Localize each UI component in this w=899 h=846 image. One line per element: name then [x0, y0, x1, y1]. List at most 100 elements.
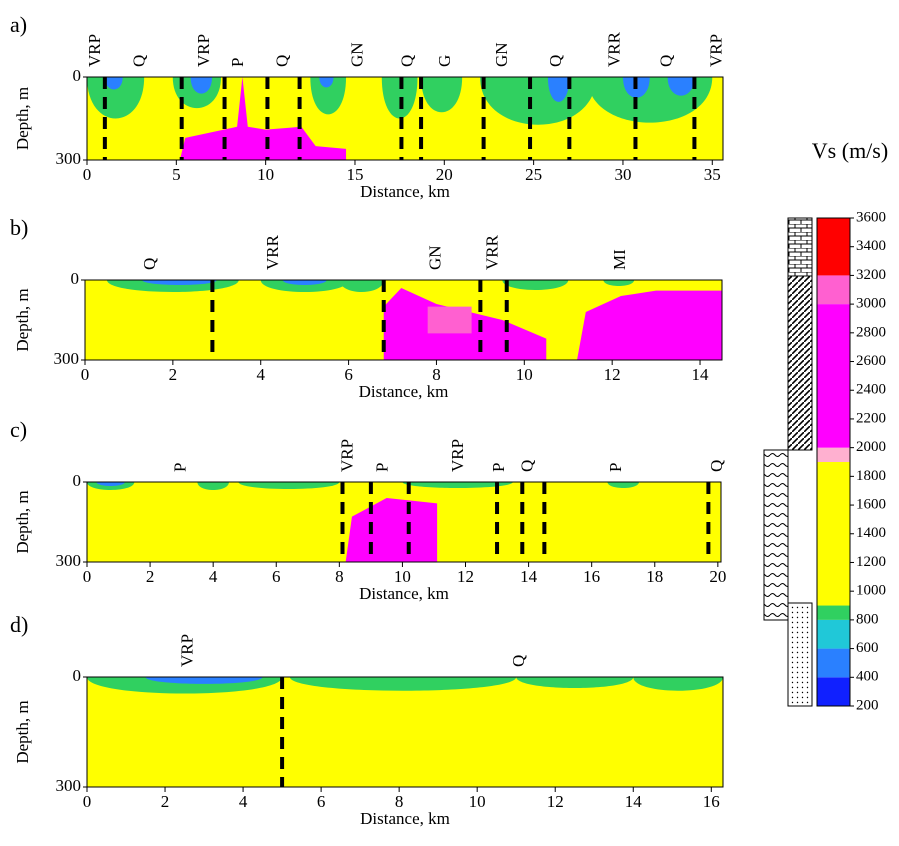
x-tick-label: 20	[709, 567, 726, 586]
colorbar-tick-label: 200	[856, 697, 879, 713]
unit-label: Q	[707, 460, 726, 472]
unit-label: VRP	[707, 34, 726, 67]
low-velocity-pocket	[145, 677, 263, 684]
unit-label: Q	[546, 55, 565, 67]
x-tick-label: 16	[703, 792, 720, 811]
low-velocity-pocket	[310, 77, 347, 115]
colorbar-frame	[816, 217, 851, 707]
colorbar-segment	[817, 447, 850, 462]
colorbar-tick-label: 600	[856, 640, 879, 656]
y-tick-label: 300	[56, 776, 82, 795]
low-velocity-pocket	[87, 77, 145, 119]
colorbar-tick-label: 3200	[856, 267, 886, 283]
plot-frame	[86, 481, 722, 563]
unit-label: P	[606, 463, 625, 472]
y-tick-label: 0	[73, 66, 82, 85]
unit-label: P	[489, 463, 508, 472]
x-tick-label: 2	[169, 365, 178, 384]
colorbar-title: Vs (m/s)	[812, 138, 888, 163]
colorbar-tick-label: 2000	[856, 439, 886, 455]
unit-label: GN	[425, 245, 444, 270]
low-velocity-pocket	[190, 77, 213, 94]
low-velocity-pocket	[96, 482, 125, 486]
plot-frame	[86, 676, 724, 788]
section-plot	[87, 482, 721, 562]
colorbar-tick-label: 2800	[856, 324, 886, 340]
low-velocity-pocket	[421, 77, 463, 113]
y-axis-title: Depth, m	[13, 490, 32, 553]
low-velocity-pocket	[402, 482, 513, 488]
unit-label: VRP	[85, 34, 104, 67]
unit-label: Q	[130, 55, 149, 67]
x-tick-label: 8	[432, 365, 441, 384]
colorbar-segment	[817, 648, 850, 678]
y-axis-title: Depth, m	[13, 87, 32, 150]
unit-label: VRP	[177, 634, 196, 667]
unit-label: Q	[397, 55, 416, 67]
colorbar-tick-label: 2200	[856, 410, 886, 426]
x-axis-title: Distance, km	[360, 809, 450, 828]
colorbar-tick-label: 1200	[856, 554, 886, 570]
low-velocity-pocket	[104, 77, 123, 90]
x-tick-label: 20	[436, 165, 453, 184]
x-tick-label: 15	[346, 165, 363, 184]
x-tick-label: 10	[516, 365, 533, 384]
lithology-column	[763, 217, 813, 707]
unit-label: VRP	[194, 34, 213, 67]
colorbar-tick-label: 3400	[856, 238, 886, 254]
x-tick-label: 10	[394, 567, 411, 586]
x-tick-label: 10	[257, 165, 274, 184]
colorbar-segment	[817, 462, 850, 606]
colorbar-tick-label: 3000	[856, 296, 886, 312]
plot-frame	[86, 76, 724, 161]
low-velocity-pocket	[633, 677, 723, 691]
colorbar-tick-label: 400	[856, 669, 879, 685]
colorbar-segment	[817, 218, 850, 276]
unit-label: Q	[517, 460, 536, 472]
section-plot	[85, 280, 722, 360]
low-velocity-pocket	[516, 677, 634, 688]
panel-label: c)	[10, 417, 27, 442]
y-tick-label: 0	[73, 471, 82, 490]
plot-frame	[84, 279, 723, 361]
x-tick-label: 5	[172, 165, 181, 184]
x-tick-label: 4	[256, 365, 265, 384]
x-tick-label: 12	[547, 792, 564, 811]
unit-label: VRR	[263, 234, 282, 270]
unit-label: Q	[657, 55, 676, 67]
low-velocity-pocket	[142, 280, 217, 285]
colorbar-segment	[817, 605, 850, 620]
section-plot	[87, 77, 723, 160]
low-velocity-pocket	[319, 77, 334, 88]
unit-label: Q	[140, 258, 159, 270]
colorbar-segment	[817, 677, 850, 706]
y-tick-label: 300	[56, 149, 82, 168]
x-tick-label: 10	[469, 792, 486, 811]
high-velocity-body	[179, 77, 347, 160]
low-velocity-pocket	[667, 77, 695, 96]
x-tick-label: 2	[146, 567, 155, 586]
y-tick-label: 300	[56, 551, 82, 570]
unit-label: Q	[272, 55, 291, 67]
x-tick-label: 16	[583, 567, 600, 586]
low-velocity-pocket	[260, 280, 349, 292]
low-velocity-pocket	[289, 677, 517, 691]
x-tick-label: 35	[704, 165, 721, 184]
y-tick-label: 0	[73, 666, 82, 685]
unit-label: P	[372, 463, 391, 472]
unit-label: Q	[509, 655, 528, 667]
y-axis-title: Depth, m	[13, 700, 32, 763]
x-axis-title: Distance, km	[359, 584, 449, 603]
x-tick-label: 12	[604, 365, 621, 384]
colorbar-segment	[817, 304, 850, 448]
panel-label: a)	[10, 12, 27, 37]
x-tick-label: 14	[692, 365, 710, 384]
x-tick-label: 12	[457, 567, 474, 586]
x-tick-label: 18	[646, 567, 663, 586]
low-velocity-pocket	[547, 77, 570, 102]
section-plot	[87, 677, 723, 787]
x-tick-label: 14	[520, 567, 538, 586]
colorbar-tick-label: 1800	[856, 468, 886, 484]
background-velocity	[87, 677, 723, 787]
